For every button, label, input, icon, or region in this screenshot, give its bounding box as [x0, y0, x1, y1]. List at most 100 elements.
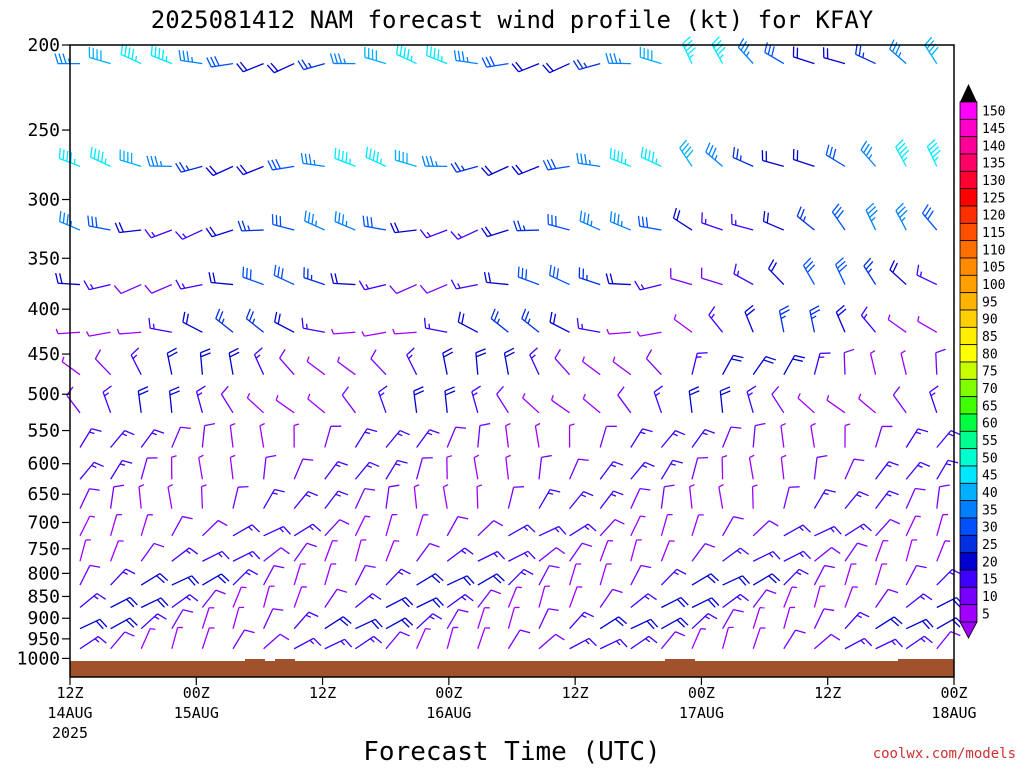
- wind-barb: [358, 280, 387, 291]
- wind-barb-flag: [779, 305, 790, 312]
- wind-barb-staff: [617, 394, 632, 414]
- wind-barb-flag: [272, 608, 284, 611]
- wind-barb-flag: [308, 611, 319, 618]
- wind-barb-flag: [444, 386, 455, 392]
- wind-barb-half-flag: [104, 158, 107, 164]
- wind-barb-flag: [274, 488, 285, 493]
- wind-barb: [423, 317, 448, 333]
- y-axis: 2002503003504004505005506006507007508008…: [17, 35, 70, 669]
- wind-barb-flag: [450, 231, 459, 240]
- wind-barb-staff: [416, 628, 427, 650]
- wind-barb: [89, 146, 111, 167]
- wind-barb-half-flag: [293, 423, 300, 427]
- wind-barb-flag: [217, 519, 228, 527]
- wind-barb: [198, 454, 204, 480]
- wind-barb-half-flag: [428, 323, 431, 329]
- wind-barb-half-flag: [830, 527, 835, 533]
- wind-barb: [450, 279, 478, 290]
- x-tick-time: 12Z: [814, 684, 841, 702]
- wind-barb-flag: [648, 635, 658, 644]
- wind-barb-half-flag: [185, 165, 190, 171]
- wind-barb: [874, 563, 888, 586]
- wind-barb-half-flag: [948, 433, 954, 437]
- wind-barb: [110, 459, 133, 480]
- wind-barb: [477, 589, 502, 608]
- wind-barb-half-flag: [736, 550, 742, 555]
- wind-barb-staff: [936, 514, 944, 537]
- wind-barb: [175, 279, 203, 290]
- wind-barb-flag: [504, 347, 515, 354]
- wind-barb-flag: [922, 620, 930, 630]
- wind-barb-flag: [89, 488, 100, 491]
- wind-barb-half-flag: [116, 328, 120, 335]
- wind-barb-flag: [307, 490, 319, 497]
- wind-barb: [79, 515, 96, 537]
- wind-barb: [617, 386, 632, 414]
- y-tick-label: 950: [27, 629, 60, 650]
- wind-barb-flag: [95, 620, 104, 630]
- wind-barb-staff: [88, 225, 111, 231]
- wind-barb-staff: [783, 355, 796, 375]
- wind-barb-flag: [175, 279, 182, 290]
- wind-barb: [119, 149, 142, 167]
- colorbar-label: 25: [982, 538, 998, 553]
- wind-barb: [507, 486, 525, 509]
- wind-barb-half-flag: [689, 54, 694, 59]
- wind-barb-flag: [713, 39, 722, 49]
- wind-barb: [905, 515, 921, 537]
- wind-barb-flag: [642, 428, 653, 433]
- wind-barb-flag: [342, 616, 352, 624]
- wind-barb-staff: [813, 565, 826, 586]
- wind-barb-staff: [752, 550, 774, 562]
- wind-barb-flag: [313, 637, 322, 647]
- wind-barb-flag: [458, 609, 469, 613]
- colorbar-bottom-arrow: [959, 621, 978, 639]
- wind-barb-staff: [722, 355, 734, 375]
- wind-barb: [79, 461, 104, 480]
- wind-barb-staff: [476, 486, 479, 509]
- wind-barb: [521, 308, 540, 333]
- wind-barb-flag: [584, 153, 587, 165]
- wind-barb-staff: [660, 568, 678, 586]
- wind-barb: [324, 460, 348, 480]
- wind-barb-flag: [802, 524, 811, 533]
- wind-barb-half-flag: [898, 51, 902, 58]
- wind-barb-staff: [279, 357, 295, 376]
- wind-barb: [813, 633, 841, 650]
- wind-barb-half-flag: [150, 628, 156, 630]
- wind-barb-half-flag: [673, 314, 677, 320]
- wind-barb: [780, 454, 787, 480]
- wind-barb: [844, 611, 870, 630]
- wind-barb-half-flag: [752, 484, 758, 488]
- wind-barb-flag: [810, 309, 821, 316]
- wind-barb: [263, 488, 285, 509]
- wind-barb-staff: [507, 569, 525, 586]
- wind-barb-staff: [259, 425, 265, 448]
- wind-barb-flag: [58, 53, 63, 64]
- wind-barb: [905, 539, 918, 562]
- wind-barb-half-flag: [583, 62, 588, 68]
- wind-barb-half-flag: [547, 492, 554, 495]
- wind-barb-staff: [385, 540, 395, 562]
- wind-barb-flag: [236, 166, 244, 176]
- wind-barb-flag: [58, 148, 61, 159]
- wind-barb-flag: [154, 155, 159, 167]
- wind-barb: [301, 317, 325, 333]
- wind-barb-flag: [307, 212, 311, 223]
- wind-barb-staff: [691, 514, 700, 537]
- wind-barb: [813, 352, 831, 375]
- wind-barb: [228, 347, 240, 375]
- x-tick-year: 2025: [52, 724, 88, 742]
- wind-barb: [109, 513, 122, 537]
- wind-barb: [477, 550, 506, 562]
- wind-barb: [354, 488, 376, 509]
- wind-barb: [324, 540, 338, 562]
- wind-barb: [875, 616, 903, 630]
- wind-barb-flag: [297, 60, 305, 70]
- wind-barb-flag: [899, 209, 908, 219]
- wind-barb-staff: [771, 393, 785, 414]
- wind-barb: [889, 39, 907, 65]
- wind-barb-flag: [129, 617, 138, 626]
- wind-barb-half-flag: [197, 392, 203, 397]
- wind-barb-flag: [489, 56, 496, 67]
